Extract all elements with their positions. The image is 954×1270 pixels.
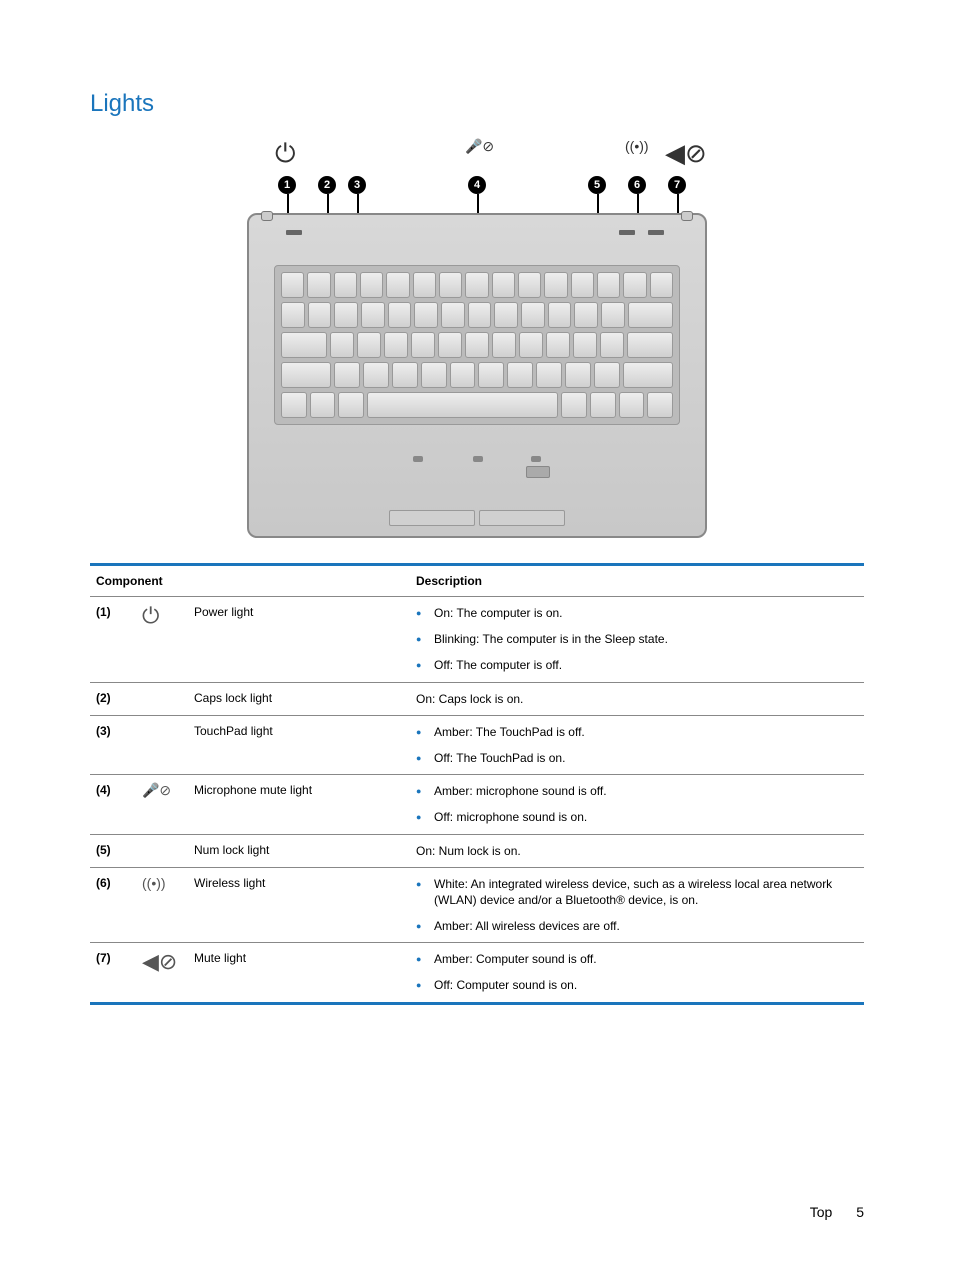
component-description: Amber: The TouchPad is off. Off: The Touc… [410, 715, 864, 774]
lights-diagram: ⏻ 1 23 🎤⊘ 4 5 ((•)) 6 ◀⊘ 7 [247, 138, 707, 538]
description-text: On: Num lock is on. [416, 843, 858, 859]
description-item: Blinking: The computer is in the Sleep s… [416, 631, 858, 647]
callout-number-6: 6 [628, 176, 646, 194]
callout-icon-4: 🎤⊘ [465, 138, 494, 155]
row-number: (2) [90, 682, 136, 715]
row-number: (7) [90, 943, 136, 1003]
table-row: (6)((•))Wireless lightWhite: An integrat… [90, 867, 864, 943]
component-description: Amber: microphone sound is off. Off: micr… [410, 775, 864, 834]
page-footer: Top 5 [810, 1204, 864, 1220]
component-name: TouchPad light [188, 715, 410, 774]
row-icon: ◀⊘ [136, 943, 188, 1003]
laptop-illustration [247, 213, 707, 538]
col-component: Component [90, 565, 410, 597]
component-description: White: An integrated wireless device, su… [410, 867, 864, 943]
component-name: Num lock light [188, 834, 410, 867]
description-text: On: Caps lock is on. [416, 691, 858, 707]
manual-page: Lights ⏻ 1 23 🎤⊘ 4 5 ((•)) 6 ◀⊘ 7 [0, 0, 954, 1270]
description-item: White: An integrated wireless device, su… [416, 876, 858, 908]
footer-section: Top [810, 1204, 833, 1220]
row-number: (1) [90, 597, 136, 683]
callout-number-5: 5 [588, 176, 606, 194]
component-name: Microphone mute light [188, 775, 410, 834]
table-row: (1)⏻Power light On: The computer is on. Bl… [90, 597, 864, 683]
keyboard-illustration [274, 265, 680, 425]
component-description: On: Caps lock is on. [410, 682, 864, 715]
row-icon: ((•)) [136, 867, 188, 943]
description-item: Amber: All wireless devices are off. [416, 918, 858, 934]
row-icon [136, 834, 188, 867]
table-row: (3)TouchPad lightAmber: The TouchPad is … [90, 715, 864, 774]
component-name: Power light [188, 597, 410, 683]
row-icon: ⏻ [136, 597, 188, 683]
table-row: (4)🎤⊘Microphone mute lightAmber: microph… [90, 775, 864, 834]
description-item: Amber: Computer sound is off. [416, 951, 858, 967]
callout-number-4: 4 [468, 176, 486, 194]
table-row: (7)◀⊘Mute lightAmber: Computer sound is … [90, 943, 864, 1003]
row-number: (3) [90, 715, 136, 774]
description-item: Off: The computer is off. [416, 657, 858, 673]
component-description: Amber: Computer sound is off. Off: Comput… [410, 943, 864, 1003]
callout-number-3: 3 [348, 176, 366, 194]
lights-table: Component Description (1)⏻Power lightOn:… [90, 563, 864, 1005]
row-icon [136, 715, 188, 774]
callout-number-1: 1 [278, 176, 296, 194]
component-name: Wireless light [188, 867, 410, 943]
description-item: Amber: microphone sound is off. [416, 783, 858, 799]
description-item: Off: microphone sound is on. [416, 809, 858, 825]
footer-page-number: 5 [856, 1204, 864, 1220]
callout-icon-7: ◀⊘ [665, 138, 707, 169]
row-icon [136, 682, 188, 715]
description-item: On: The computer is on. [416, 605, 858, 621]
component-description: On: The computer is on. Blinking: The com… [410, 597, 864, 683]
component-name: Mute light [188, 943, 410, 1003]
row-icon: 🎤⊘ [136, 775, 188, 834]
table-row: (5) Num lock light On: Num lock is on. [90, 834, 864, 867]
component-description: On: Num lock is on. [410, 834, 864, 867]
component-name: Caps lock light [188, 682, 410, 715]
description-item: Off: Computer sound is on. [416, 977, 858, 993]
row-number: (6) [90, 867, 136, 943]
table-row: (2) Caps lock light On: Caps lock is on. [90, 682, 864, 715]
callout-icon-6: ((•)) [625, 138, 649, 154]
section-heading: Lights [90, 90, 864, 118]
callout-number-2: 2 [318, 176, 336, 194]
row-number: (4) [90, 775, 136, 834]
description-item: Amber: The TouchPad is off. [416, 724, 858, 740]
row-number: (5) [90, 834, 136, 867]
col-description: Description [410, 565, 864, 597]
callout-icon-1: ⏻ [275, 138, 296, 170]
description-item: Off: The TouchPad is on. [416, 750, 858, 766]
callout-number-7: 7 [668, 176, 686, 194]
